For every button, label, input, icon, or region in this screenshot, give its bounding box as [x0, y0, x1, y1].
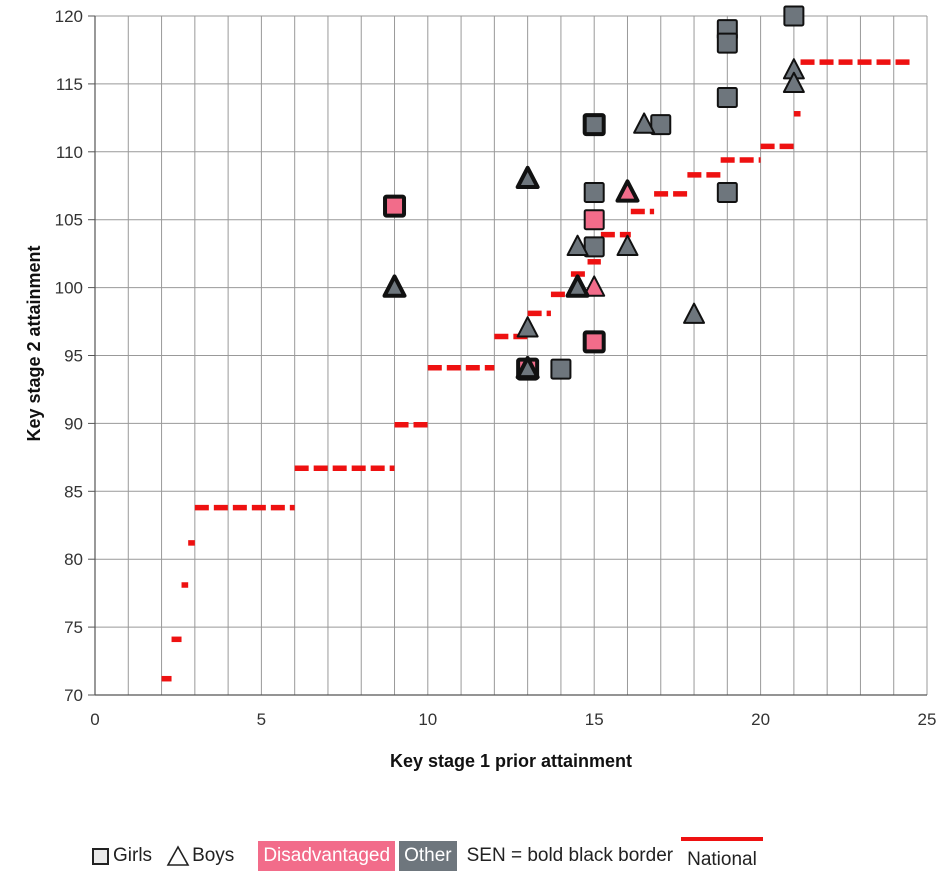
boy-point — [782, 71, 805, 93]
girl-point — [716, 86, 738, 108]
girl-point — [716, 32, 738, 54]
axes — [88, 15, 927, 696]
boy-point — [583, 275, 606, 297]
x-axis-title: Key stage 1 prior attainment — [390, 751, 632, 771]
y-tick-label: 70 — [64, 686, 83, 705]
boy-point — [683, 302, 706, 324]
boy-point — [565, 274, 590, 298]
legend-boys: Boys — [166, 845, 234, 867]
y-tick-label: 115 — [56, 75, 83, 94]
boy-point — [615, 179, 640, 203]
girl-point — [383, 194, 407, 218]
tick-labels: 0 5 10 15 20 25 70 75 80 85 90 95 100 105 110 115 120 — [55, 7, 937, 729]
y-tick-label: 120 — [55, 7, 83, 26]
boy-point — [515, 165, 540, 190]
y-tick-label: 85 — [64, 482, 83, 501]
girl-point — [650, 114, 672, 136]
boy-point — [515, 355, 540, 380]
national-line — [161, 59, 914, 682]
girl-point — [783, 5, 805, 27]
square-icon — [92, 847, 109, 865]
girl-point — [716, 182, 738, 204]
y-tick-label: 75 — [64, 618, 83, 637]
y-axis-title: Key stage 2 attainment — [24, 245, 44, 441]
national-line-swatch — [681, 837, 763, 841]
legend-disadvantaged: Disadvantaged — [258, 841, 396, 871]
legend-girls: Girls — [92, 845, 152, 867]
boy-point — [566, 234, 589, 256]
girl-point — [582, 330, 606, 354]
legend-girls-label: Girls — [113, 845, 153, 866]
scatter-chart: 0 5 10 15 20 25 70 75 80 85 90 95 100 105 110 115 120 Ke… — [24, 5, 937, 771]
girl-point — [550, 358, 572, 380]
data-points — [382, 5, 805, 381]
girl-point — [583, 209, 605, 231]
legend-other-chip: Other — [399, 841, 457, 871]
girl-point — [583, 236, 605, 258]
x-tick-label: 10 — [418, 710, 437, 729]
y-tick-label: 90 — [64, 414, 83, 433]
y-tick-label: 105 — [55, 211, 83, 230]
legend-sen-label: SEN = bold black border — [466, 845, 674, 866]
legend-sen: SEN = bold black border — [467, 845, 673, 867]
triangle-icon — [166, 845, 190, 866]
legend-national: National — [681, 837, 763, 871]
girl-point — [583, 182, 605, 204]
x-tick-label: 20 — [751, 710, 770, 729]
grid-lines — [94, 15, 928, 696]
x-tick-label: 15 — [585, 710, 604, 729]
legend-boys-label: Boys — [192, 845, 235, 866]
x-tick-label: 25 — [918, 710, 937, 729]
legend-other: Other — [399, 841, 457, 871]
y-tick-label: 100 — [55, 279, 83, 298]
boy-point — [633, 112, 656, 134]
legend-national-label: National — [687, 849, 757, 870]
x-tick-label: 0 — [90, 710, 99, 729]
boy-point — [382, 274, 407, 298]
legend: Girls Boys Disadvantaged Other SEN = bol… — [92, 837, 771, 874]
y-tick-label: 110 — [56, 143, 83, 162]
girl-point — [582, 113, 606, 137]
boy-point — [516, 316, 539, 338]
x-tick-label: 5 — [257, 710, 266, 729]
y-tick-label: 80 — [64, 550, 83, 569]
legend-disadvantaged-chip: Disadvantaged — [258, 841, 396, 871]
boy-point — [616, 234, 639, 256]
y-tick-label: 95 — [64, 347, 83, 366]
